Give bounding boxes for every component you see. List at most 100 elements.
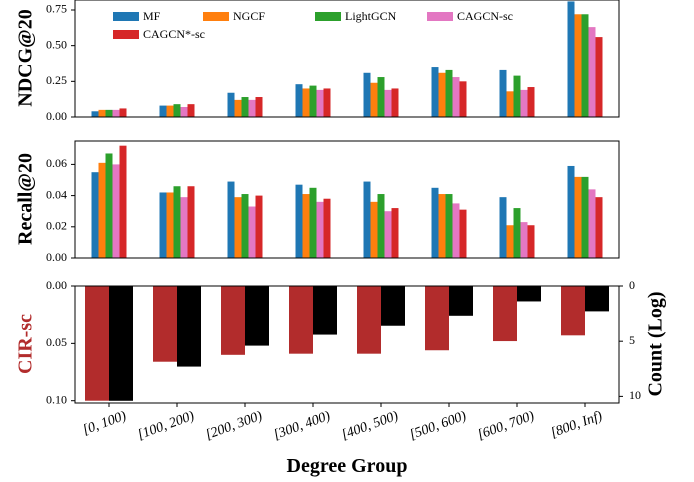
ndcg-frame [74,0,620,118]
ndcg-bar-cagcn-sc [588,27,596,117]
recall-bar-lightgcn [513,208,521,258]
ndcg-y-axis: 0.00 0.25 0.50 0.75 [46,2,75,123]
ndcg-ytick-label: 0.00 [46,109,67,123]
recall-bar-mf [295,184,303,258]
cir-ytick-label: 0.05 [46,335,67,349]
recall-bar-mf [363,181,371,258]
count-bar [109,286,133,401]
ndcg-bar-lightgcn [173,104,181,117]
ndcg-bar-ngcf [438,72,446,117]
ndcg-bar-ngcf [302,88,310,117]
x-tick-label: [400, 500) [340,409,401,443]
cir-ytick-label: 0.10 [46,392,67,406]
ndcg-bar-lightgcn [445,69,453,117]
recall-bar-cagcn-sc [452,203,460,258]
ndcg-bar-cagcnstar-sc [595,37,603,117]
count-bar [313,286,337,335]
x-tick-label: [500, 600) [408,409,469,443]
recall-bar-mf [499,197,507,258]
legend-swatch-lightgcn [315,12,341,21]
cir-bar [289,286,313,354]
count-bar [381,286,405,326]
recall-bar-lightgcn [105,153,113,258]
ndcg-bar-mf [91,111,99,117]
recall-bar-mf [567,165,575,258]
cir-bar [425,286,449,351]
recall-bar-cagcnstar-sc [323,198,331,258]
recall-bar-cagcn-sc [520,222,528,258]
recall-bar-ngcf [370,201,378,258]
cir-bar [85,286,109,401]
legend-label-lightgcn: LightGCN [345,9,397,23]
recall-bar-cagcnstar-sc [595,197,603,258]
cir-bar [357,286,381,354]
ndcg-bar-cagcn-sc [384,89,392,117]
ndcg-bar-mf [363,72,371,117]
cir-frame [74,285,620,404]
ndcg-bar-lightgcn [309,85,317,117]
recall-panel: 0.00 0.02 0.04 0.06 Recall@20 [15,140,620,264]
recall-ytick-label: 0.04 [46,187,67,201]
ndcg-ytick-label: 0.50 [46,37,67,51]
cir-bars [85,286,609,401]
recall-bar-cagcnstar-sc [255,195,263,258]
ndcg-bar-cagcn-sc [248,99,256,117]
ndcg-bar-mf [227,92,235,117]
ndcg-bar-mf [295,84,303,117]
recall-bar-ngcf [506,225,514,258]
x-tick-label: [0, 100) [81,409,129,439]
recall-bar-cagcn-sc [588,189,596,258]
ndcg-bar-ngcf [98,109,106,117]
recall-bar-lightgcn [173,186,181,258]
count-y-axis: 0 5 10 [619,278,641,402]
ndcg-bar-ngcf [506,91,514,117]
ndcg-bar-cagcnstar-sc [119,108,127,117]
recall-bar-lightgcn [241,194,249,258]
recall-ytick-label: 0.06 [46,156,67,170]
count-bar [177,286,201,367]
ndcg-ytick-label: 0.25 [46,73,67,87]
recall-bar-ngcf [302,194,310,258]
ndcg-bar-mf [159,105,167,117]
cir-panel: 0.00 0.05 0.10 0 5 10 CIR-sc Count (Log) [0,… [15,278,667,443]
ndcg-bar-cagcnstar-sc [187,104,195,117]
ndcg-bar-cagcn-sc [520,89,528,117]
legend-swatch-ngcf [203,12,229,21]
legend-label-cagcnstar-sc: CAGCN*-sc [143,27,205,41]
count-ylabel: Count (Log) [645,291,667,396]
cir-bar [561,286,585,336]
recall-bar-lightgcn [377,194,385,258]
ndcg-bar-ngcf [234,99,242,117]
recall-bar-ngcf [234,197,242,258]
ndcg-bar-lightgcn [581,14,589,117]
recall-ylabel: Recall@20 [15,153,37,245]
ndcg-bar-cagcnstar-sc [323,88,331,117]
ndcg-bar-lightgcn [513,75,521,117]
recall-y-axis: 0.00 0.02 0.04 0.06 [46,156,75,264]
x-tick-label: [100, 200) [136,409,197,443]
recall-bar-ngcf [166,192,174,258]
recall-bar-lightgcn [309,187,317,258]
recall-bar-mf [159,192,167,258]
legend: MF NGCF LightGCN CAGCN-sc CAGCN*-sc [113,9,513,41]
x-axis-label: Degree Group [287,455,408,477]
recall-bar-lightgcn [445,194,453,258]
ndcg-bar-cagcnstar-sc [255,97,263,117]
legend-swatch-cagcnstar-sc [113,30,139,39]
legend-label-cagcn-sc: CAGCN-sc [457,9,513,23]
count-ytick-label: 5 [629,333,635,347]
recall-ytick-label: 0.00 [46,250,67,264]
ndcg-panel: 0.00 0.25 0.50 0.75 NDCG@20 MF NGCF LightGCN C… [15,0,620,123]
recall-bar-cagcnstar-sc [119,145,127,258]
count-bar [449,286,473,316]
recall-bar-cagcn-sc [248,206,256,258]
ndcg-bar-lightgcn [241,97,249,117]
recall-bars [91,145,603,258]
x-tick-label: [200, 300) [204,409,265,443]
ndcg-bar-ngcf [166,105,174,117]
legend-label-mf: MF [143,9,161,23]
x-axis: [0, 100) [100, 200) [200, 300) [300, 400) [4… [81,403,605,443]
legend-swatch-mf [113,12,139,21]
x-tick-label: [300, 400) [272,409,333,443]
